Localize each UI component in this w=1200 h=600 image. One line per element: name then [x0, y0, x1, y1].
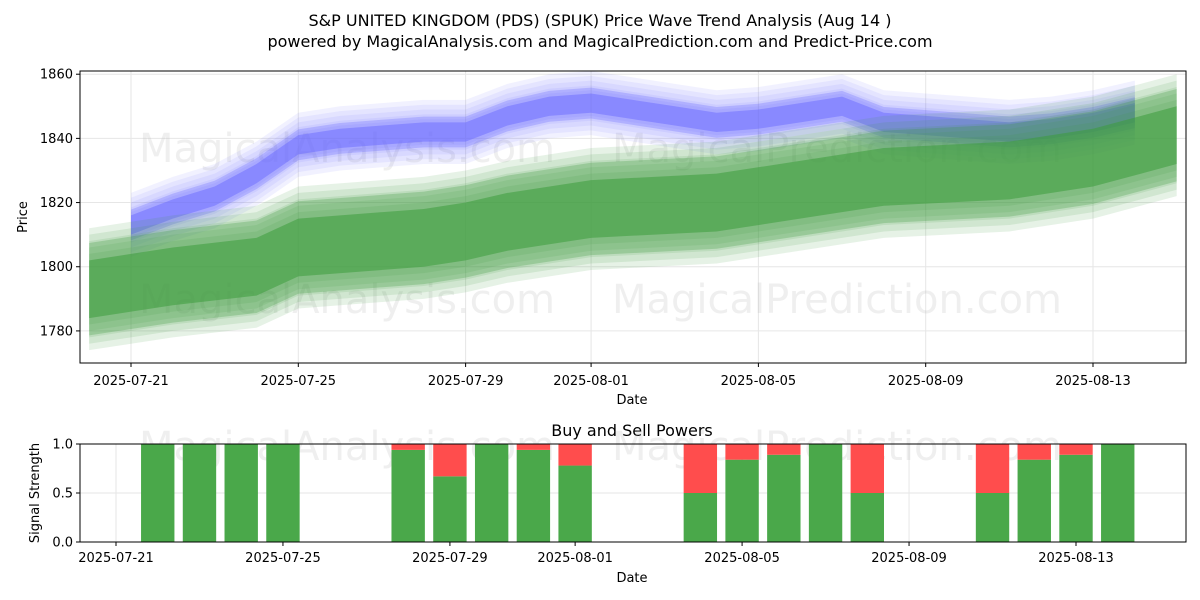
sell-power-bar — [391, 444, 425, 450]
sell-power-bar — [516, 444, 551, 450]
signal-x-tick-label: 2025-08-13 — [1038, 551, 1114, 566]
buy-power-bar — [683, 493, 718, 542]
buy-power-bar — [1059, 454, 1093, 542]
price-x-tick-label: 2025-08-13 — [1055, 374, 1131, 389]
buy-power-bar — [433, 476, 467, 542]
buy-power-bar — [808, 444, 843, 542]
blue-wave-outer-band — [131, 71, 1135, 238]
watermark-prediction-mid: MagicalPrediction.com — [612, 277, 1062, 323]
price-band-holder — [89, 71, 1177, 351]
signal-panel: Buy and Sell Powers MagicalAnalysis.com … — [28, 421, 1187, 586]
chart-title: S&P UNITED KINGDOM (PDS) (SPUK) Price Wa… — [309, 11, 892, 30]
blue-wave-outer-band — [131, 85, 1135, 253]
price-x-tick-label: 2025-08-05 — [721, 374, 797, 389]
sell-power-bar — [683, 444, 718, 493]
price-x-tick-label: 2025-07-21 — [93, 374, 169, 389]
price-wave-bands — [89, 71, 1177, 351]
signal-x-tick-label: 2025-07-21 — [78, 551, 154, 566]
blue-wave-outer-band — [131, 75, 1135, 243]
blue-wave-outer-band — [131, 80, 1135, 248]
sell-power-bar — [767, 444, 801, 455]
sell-power-bar — [725, 444, 759, 460]
signal-x-axis-title: Date — [616, 571, 647, 586]
chart-subtitle: powered by MagicalAnalysis.com and Magic… — [267, 32, 932, 51]
signal-y-tick-label: 0.0 — [52, 536, 73, 551]
signal-y-tick-label: 0.5 — [52, 487, 73, 502]
price-x-axis: 2025-07-21 2025-07-25 2025-07-29 2025-08-01… — [93, 363, 1131, 389]
buy-power-bar — [1101, 444, 1135, 542]
signal-x-axis: 2025-07-21 2025-07-25 2025-07-29 2025-08-01… — [78, 542, 1114, 566]
green-wave-core-band — [89, 106, 1177, 319]
blue-wave-outer-band — [131, 90, 1135, 258]
price-panel: MagicalAnalysis.com MagicalPrediction.co… — [16, 68, 1187, 408]
signal-x-tick-label: 2025-08-05 — [704, 551, 780, 566]
price-x-tick-label: 2025-08-01 — [553, 374, 629, 389]
buy-power-bar — [725, 459, 759, 542]
buy-power-bar — [558, 465, 592, 542]
signal-x-tick-label: 2025-07-29 — [412, 551, 488, 566]
buy-power-bar — [975, 493, 1010, 542]
signal-panel-title: Buy and Sell Powers — [551, 421, 713, 440]
sell-power-bar — [1059, 444, 1093, 455]
signal-x-tick-label: 2025-08-09 — [871, 551, 947, 566]
buy-power-bar — [516, 449, 551, 542]
sell-power-bar — [1017, 444, 1051, 460]
signal-y-axis: 0.0 0.5 1.0 — [52, 438, 80, 551]
signal-y-axis-title: Signal Strength — [28, 443, 43, 543]
price-y-tick-label: 1820 — [40, 196, 73, 211]
watermark-analysis-top: MagicalAnalysis.com — [139, 126, 555, 172]
buy-power-bar — [391, 449, 425, 542]
price-y-tick-label: 1840 — [40, 132, 73, 147]
price-x-tick-label: 2025-08-09 — [888, 374, 964, 389]
signal-x-tick-label: 2025-08-01 — [537, 551, 613, 566]
buy-power-bar — [767, 454, 801, 542]
buy-power-bar — [1017, 459, 1051, 542]
signal-bars — [141, 444, 1135, 542]
sell-power-bar — [850, 444, 884, 493]
buy-power-bar — [266, 444, 300, 542]
buy-power-bar — [141, 444, 175, 542]
price-plot-frame — [79, 70, 1187, 364]
price-y-tick-label: 1800 — [40, 260, 73, 275]
price-y-axis-title: Price — [16, 201, 31, 233]
sell-power-bar — [975, 444, 1010, 493]
buy-power-bar — [474, 444, 509, 542]
blue-wave-core-band — [131, 93, 1135, 235]
price-x-tick-label: 2025-07-29 — [428, 374, 504, 389]
sell-power-bar — [558, 444, 592, 466]
price-y-axis: 1780 1800 1820 1840 1860 — [40, 68, 80, 339]
blue-wave-mid-band — [131, 87, 1135, 241]
signal-y-tick-label: 1.0 — [52, 438, 73, 453]
buy-power-bar — [224, 444, 258, 542]
price-y-tick-label: 1860 — [40, 68, 73, 83]
sell-power-bar — [433, 444, 467, 477]
buy-power-bar — [182, 444, 217, 542]
signal-x-tick-label: 2025-07-25 — [245, 551, 321, 566]
price-y-tick-label: 1780 — [40, 324, 73, 339]
price-x-axis-title: Date — [616, 393, 647, 408]
price-x-tick-label: 2025-07-25 — [261, 374, 337, 389]
buy-power-bar — [850, 493, 884, 542]
